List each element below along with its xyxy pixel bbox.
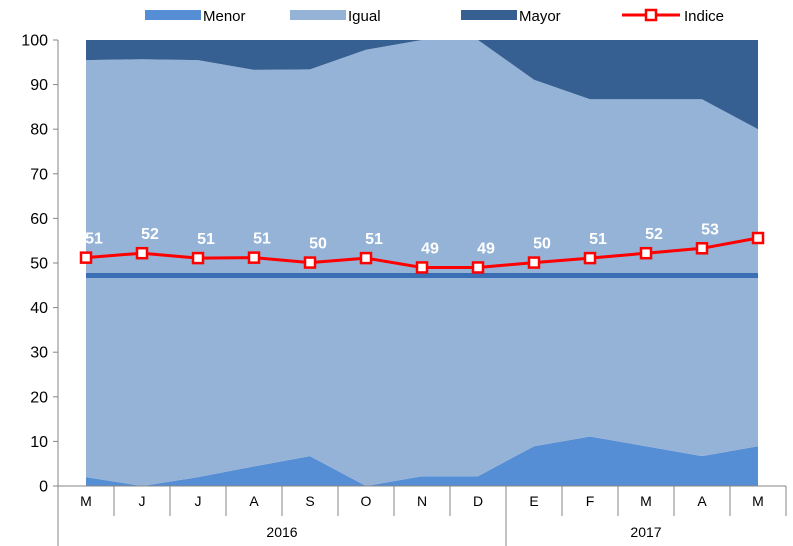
x-tick-label: J xyxy=(139,493,146,509)
data-label: 51 xyxy=(85,231,103,248)
y-tick-label: 50 xyxy=(30,256,48,273)
data-label: 51 xyxy=(589,231,607,248)
x-group-label: 2017 xyxy=(630,524,661,540)
x-tick-label: A xyxy=(697,493,707,509)
x-tick-label: O xyxy=(361,493,372,509)
indice-marker xyxy=(79,251,93,264)
indice-marker xyxy=(751,231,765,245)
x-tick-label: M xyxy=(752,493,764,509)
y-tick-label: 80 xyxy=(30,122,48,139)
data-label: 49 xyxy=(477,240,495,257)
y-tick-label: 100 xyxy=(21,33,48,50)
x-group-label: 2016 xyxy=(266,524,297,540)
legend-label: Indice xyxy=(684,8,724,25)
legend-label: Mayor xyxy=(519,8,561,25)
y-axis-ticks: 0 10 20 30 40 50 60 70 80 90 100 xyxy=(21,33,58,496)
data-label: 51 xyxy=(197,231,215,248)
indice-data-labels: 51 52 51 51 50 51 49 49 50 51 52 53 56 xyxy=(85,211,775,257)
data-label: 49 xyxy=(421,240,439,257)
x-tick-label: E xyxy=(529,493,538,509)
y-tick-label: 20 xyxy=(30,389,48,406)
legend-label: Igual xyxy=(348,8,381,25)
data-label: 51 xyxy=(365,231,383,248)
x-tick-label: M xyxy=(640,493,652,509)
x-tick-label: F xyxy=(586,493,595,509)
legend-item-igual: Igual xyxy=(290,8,381,25)
indice-marker xyxy=(359,251,373,265)
data-label: 50 xyxy=(533,236,551,253)
x-tick-label: N xyxy=(417,493,427,509)
area-menor xyxy=(86,436,758,486)
indice-marker xyxy=(583,251,597,265)
indice-series xyxy=(79,231,765,274)
data-label: 51 xyxy=(253,231,271,248)
legend-swatch xyxy=(145,10,201,20)
y-tick-label: 60 xyxy=(30,211,48,228)
legend-swatch xyxy=(461,10,517,20)
x-tick-label: A xyxy=(249,493,259,509)
data-label: 52 xyxy=(141,226,159,243)
indice-marker xyxy=(639,246,653,260)
y-tick-label: 40 xyxy=(30,300,48,317)
legend-label: Menor xyxy=(203,8,246,25)
x-axis-categories: M J J A S O N D E F M A M 2016 2017 xyxy=(57,486,787,546)
x-tick-label: S xyxy=(305,493,314,509)
legend-item-menor: Menor xyxy=(145,8,246,25)
indice-marker xyxy=(415,261,429,274)
y-tick-label: 30 xyxy=(30,345,48,362)
x-tick-label: M xyxy=(80,493,92,509)
legend-item-mayor: Mayor xyxy=(461,8,561,25)
y-tick-label: 90 xyxy=(30,77,48,94)
data-label: 52 xyxy=(645,226,663,243)
data-label: 50 xyxy=(309,236,327,253)
data-label: 53 xyxy=(701,221,719,238)
legend-item-indice: Indice xyxy=(622,8,724,25)
indice-marker xyxy=(303,256,317,269)
y-tick-label: 70 xyxy=(30,166,48,183)
area-mayor xyxy=(86,40,758,130)
indice-marker xyxy=(471,261,485,274)
legend: Menor Igual Mayor Indice xyxy=(145,8,724,25)
y-tick-label: 10 xyxy=(30,434,48,451)
indice-marker xyxy=(695,242,709,255)
x-tick-label: D xyxy=(473,493,483,509)
legend-marker-swatch xyxy=(644,8,658,22)
indice-marker xyxy=(191,251,205,265)
x-tick-label: J xyxy=(195,493,202,509)
legend-swatch xyxy=(290,10,346,20)
indice-marker xyxy=(135,246,149,260)
y-tick-label: 0 xyxy=(39,479,48,496)
data-label: 56 xyxy=(757,211,775,228)
indice-marker xyxy=(247,251,261,264)
indice-marker xyxy=(527,256,541,269)
